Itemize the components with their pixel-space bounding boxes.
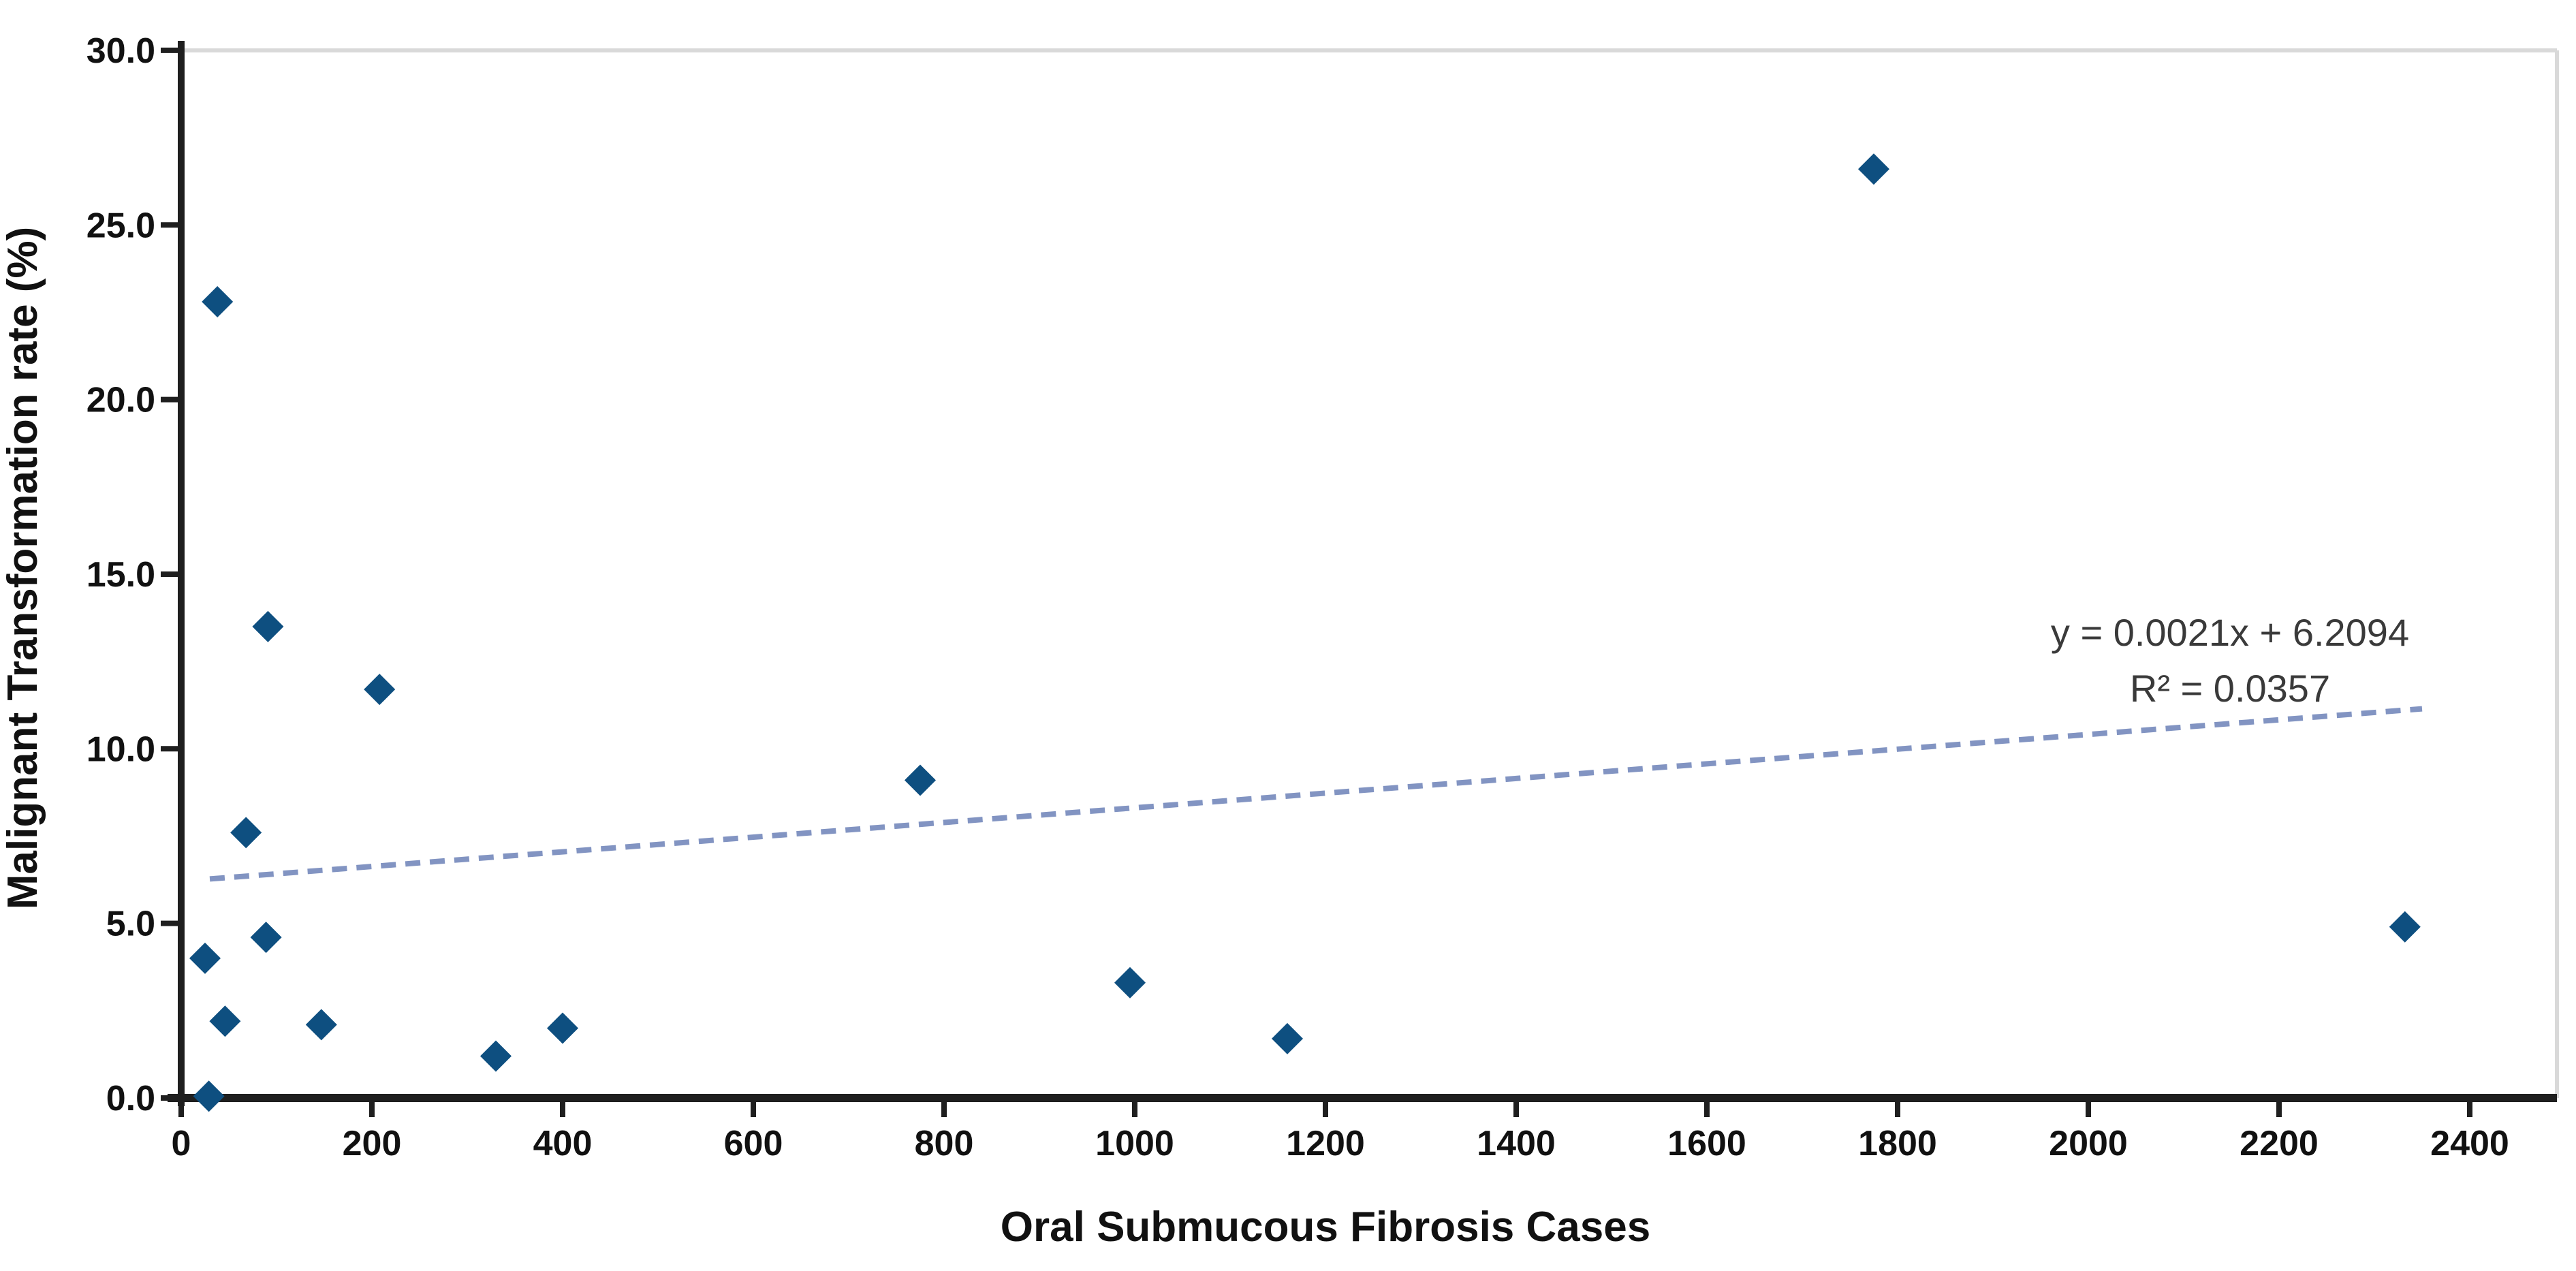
x-tick-label: 1200: [1286, 1124, 1365, 1163]
y-tick-label: 5.0: [106, 905, 155, 944]
data-point: [202, 286, 234, 318]
data-point: [1114, 967, 1146, 999]
data-point: [209, 1005, 241, 1037]
data-point: [364, 674, 396, 706]
y-tick-label: 25.0: [87, 206, 155, 245]
y-tick-label: 20.0: [87, 381, 155, 420]
data-point: [1858, 153, 1889, 185]
data-point: [1272, 1022, 1303, 1054]
x-axis-title: Oral Submucous Fibrosis Cases: [1001, 1204, 1650, 1251]
x-axis-ticks: 0 200 400 600 800 1000 1200 1400 1600 1800 2000 220…: [172, 1098, 2509, 1163]
x-tick-label: 0: [172, 1124, 191, 1163]
data-point: [905, 764, 936, 796]
trendline-equation: y = 0.0021x + 6.2094: [2051, 611, 2409, 654]
x-tick-label: 2000: [2049, 1124, 2128, 1163]
y-tick-label: 10.0: [87, 729, 155, 769]
y-tick-label: 30.0: [87, 31, 155, 71]
data-point: [230, 817, 262, 849]
trendline-dashed: [209, 706, 2423, 882]
x-tick-label: 2400: [2430, 1124, 2509, 1163]
y-tick-label: 15.0: [87, 555, 155, 595]
x-tick-label: 1400: [1477, 1124, 1556, 1163]
x-tick-label: 2200: [2240, 1124, 2319, 1163]
data-point: [193, 1080, 225, 1112]
data-point: [305, 1009, 337, 1041]
data-point: [252, 610, 284, 642]
y-axis-title: Malignant Transformation rate (%): [0, 227, 46, 909]
x-tick-label: 600: [724, 1124, 783, 1163]
x-tick-label: 1800: [1858, 1124, 1937, 1163]
x-tick-label: 1600: [1667, 1124, 1746, 1163]
data-point: [480, 1040, 512, 1072]
trendline-r-squared: R² = 0.0357: [2130, 667, 2330, 710]
x-tick-label: 400: [533, 1124, 593, 1163]
y-tick-label: 0.0: [106, 1079, 155, 1118]
data-point: [2389, 911, 2421, 943]
data-point: [547, 1012, 578, 1044]
x-tick-label: 200: [343, 1124, 402, 1163]
data-point: [189, 942, 221, 974]
x-tick-label: 800: [915, 1124, 974, 1163]
y-axis-ticks: 0.0 5.0 10.0 15.0 20.0 25.0 30.0: [87, 31, 181, 1118]
x-tick-label: 1000: [1095, 1124, 1174, 1163]
data-point: [250, 922, 282, 954]
data-points: [189, 153, 2421, 1112]
